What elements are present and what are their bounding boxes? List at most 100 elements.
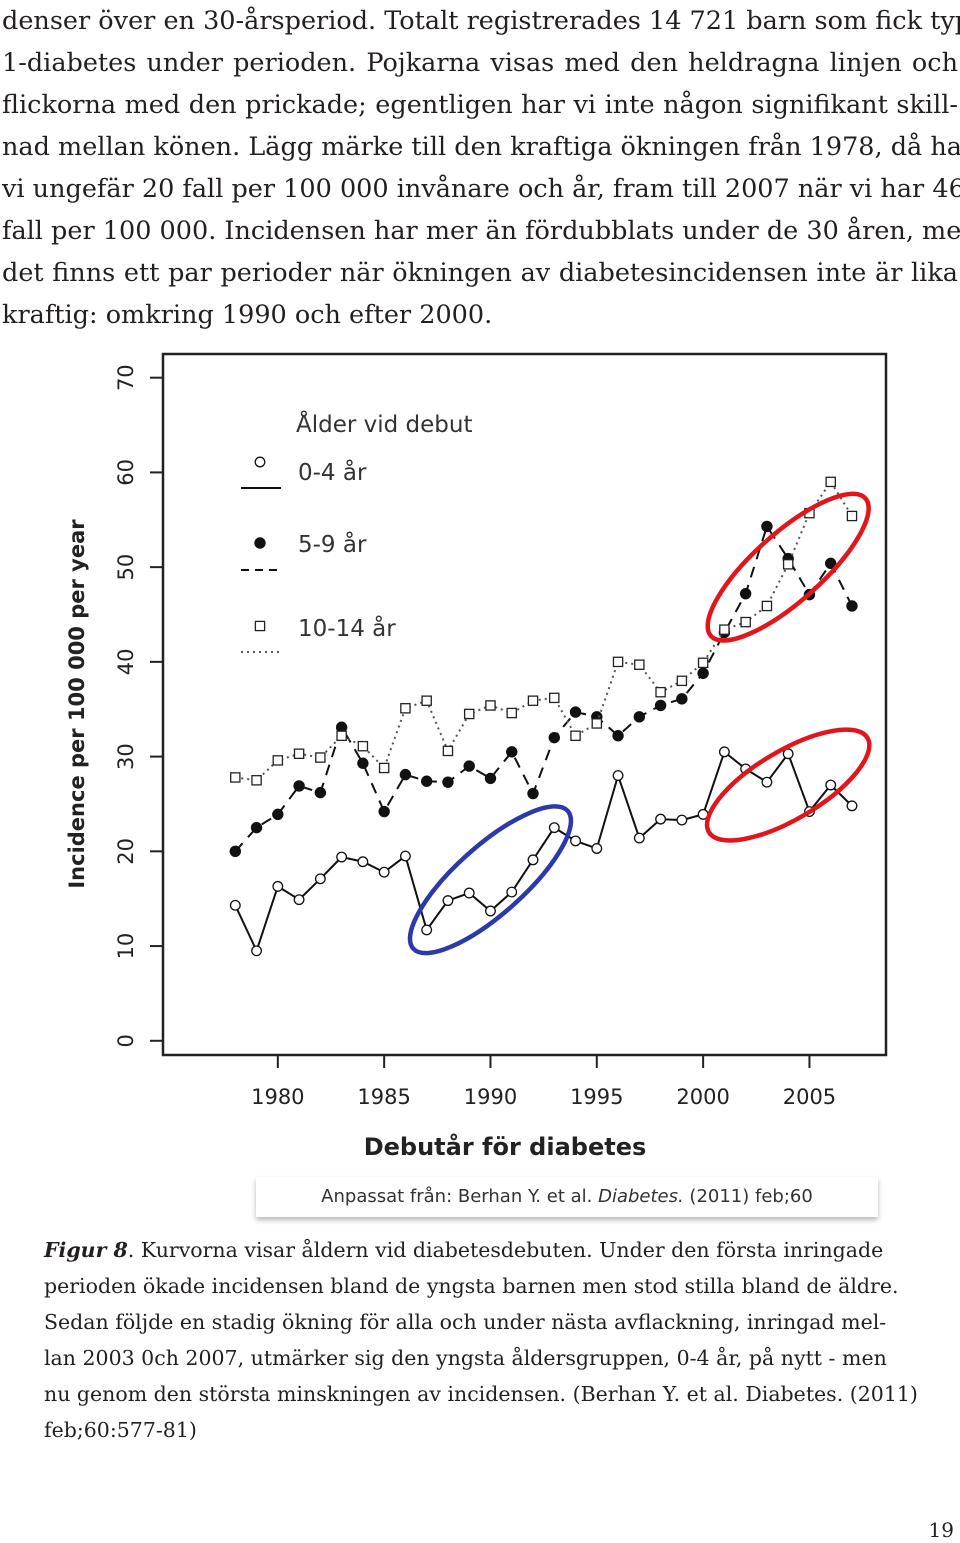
- data-point-marker: [463, 708, 475, 720]
- source-note-suffix: (2011) feb;60: [683, 1186, 813, 1207]
- data-point-marker: [272, 755, 284, 766]
- data-point-marker: [399, 850, 411, 862]
- data-point-marker: [336, 730, 347, 742]
- x-tick-label: 1980: [251, 1085, 304, 1109]
- data-point-marker: [357, 856, 369, 868]
- data-point-marker: [633, 711, 646, 723]
- source-note-journal: Diabetes.: [598, 1186, 684, 1207]
- data-point-marker: [254, 537, 266, 549]
- intro-line: denser över en 30-årsperiod. Totalt regi…: [2, 6, 960, 36]
- data-point-marker: [506, 886, 518, 898]
- intro-paragraph: denser över en 30-årsperiod. Totalt regi…: [2, 0, 960, 336]
- data-point-marker: [442, 745, 454, 757]
- y-tick-label: 10: [114, 933, 138, 960]
- plot-frame: [161, 352, 888, 1057]
- data-point-marker: [569, 706, 582, 718]
- x-tick-label: 2000: [676, 1085, 729, 1109]
- data-point-marker: [484, 772, 497, 785]
- intro-line: 1-diabetes under perioden. Pojkarna visa…: [2, 48, 958, 78]
- data-point-marker: [463, 760, 475, 772]
- source-note-prefix: Anpassat från: Berhan Y. et al.: [321, 1186, 599, 1207]
- data-point-marker: [548, 822, 560, 834]
- data-point-marker: [229, 899, 241, 911]
- legend-entry: 5-9 år: [241, 530, 367, 571]
- data-point-marker: [378, 805, 390, 818]
- data-point-marker: [251, 775, 262, 786]
- caption-text: . Kurvorna visar åldern vid diabetesdebu…: [127, 1238, 884, 1262]
- data-point-marker: [612, 656, 624, 668]
- series-3: [230, 476, 858, 786]
- data-point-marker: [676, 675, 688, 687]
- data-point-marker: [719, 624, 730, 635]
- data-point-marker: [293, 780, 305, 792]
- y-tick-label: 20: [114, 838, 138, 865]
- y-tick-label: 50: [114, 554, 138, 581]
- series-1: [229, 746, 858, 957]
- data-point-marker: [846, 800, 858, 812]
- data-point-marker: [549, 692, 560, 704]
- intro-line: vi ungefär 20 fall per 100 000 invånare …: [2, 174, 960, 204]
- y-axis-label: Incidence per 100 000 per year: [65, 519, 89, 889]
- data-point-marker: [825, 779, 837, 791]
- data-point-marker: [399, 768, 412, 781]
- page-number: 19: [928, 1518, 954, 1542]
- data-point-marker: [825, 557, 837, 570]
- caption-line: feb;60:577-81): [44, 1418, 197, 1442]
- caption-line: perioden ökade incidensen bland de yngst…: [44, 1274, 899, 1298]
- incidence-line-chart: 0 10 20 30 40 50 60 70 1980 1985 1990 1995 2000 2005…: [65, 352, 888, 1161]
- data-point-marker: [697, 657, 709, 669]
- data-point-marker: [485, 700, 496, 711]
- annotation-layer: [407, 491, 872, 956]
- data-point-marker: [420, 775, 433, 787]
- data-point-marker: [527, 854, 539, 866]
- data-point-marker: [272, 808, 284, 821]
- legend-label: 0-4 år: [298, 458, 367, 486]
- highlight-ellipse: [704, 727, 872, 843]
- data-point-marker: [250, 821, 263, 834]
- legend-title: Ålder vid debut: [296, 410, 473, 438]
- data-point-marker: [527, 787, 539, 800]
- data-point-marker: [421, 924, 433, 936]
- y-tick-label: 40: [114, 649, 138, 676]
- highlight-ellipse: [705, 491, 871, 643]
- data-point-marker: [293, 894, 305, 906]
- data-point-marker: [506, 746, 518, 758]
- x-tick-label: 1985: [357, 1085, 410, 1109]
- data-point-marker: [293, 748, 305, 760]
- intro-line: flickorna med den prickade; egentligen h…: [2, 90, 958, 120]
- data-point-marker: [761, 600, 773, 612]
- caption-line: Sedan följde en stadig ökning för alla o…: [44, 1310, 887, 1334]
- series-line: [234, 524, 853, 852]
- data-point-marker: [570, 835, 581, 847]
- figure-label: Figur 8: [44, 1238, 128, 1262]
- data-point-marker: [633, 832, 645, 844]
- data-point-marker: [782, 748, 794, 760]
- figure-caption: Figur 8. Kurvorna visar åldern vid diabe…: [44, 1232, 918, 1448]
- data-point-marker: [378, 866, 390, 878]
- data-point-marker: [846, 510, 858, 522]
- intro-line: fall per 100 000. Incidensen har mer än …: [2, 216, 960, 246]
- data-point-marker: [229, 845, 242, 858]
- data-point-marker: [718, 746, 730, 758]
- data-point-marker: [272, 880, 284, 892]
- data-point-marker: [761, 776, 773, 788]
- data-point-marker: [527, 695, 539, 706]
- y-axis: 0 10 20 30 40 50 60 70: [114, 364, 163, 1047]
- data-point-marker: [740, 616, 751, 628]
- data-point-marker: [612, 770, 624, 781]
- data-point-marker: [825, 476, 836, 488]
- x-tick-label: 2005: [783, 1085, 836, 1109]
- data-point-marker: [315, 752, 326, 763]
- data-point-marker: [357, 757, 369, 769]
- y-tick-label: 60: [114, 459, 138, 486]
- data-point-marker: [336, 851, 348, 863]
- data-point-marker: [230, 772, 241, 783]
- data-point-marker: [485, 905, 496, 917]
- data-point-marker: [676, 814, 688, 826]
- data-point-marker: [463, 887, 475, 899]
- intro-line: nad mellan könen. Lägg märke till den kr…: [2, 132, 960, 162]
- intro-line: det finns ett par perioder när ökningen …: [2, 258, 958, 288]
- data-point-marker: [591, 718, 603, 729]
- data-point-marker: [442, 895, 454, 907]
- data-point-marker: [697, 667, 709, 679]
